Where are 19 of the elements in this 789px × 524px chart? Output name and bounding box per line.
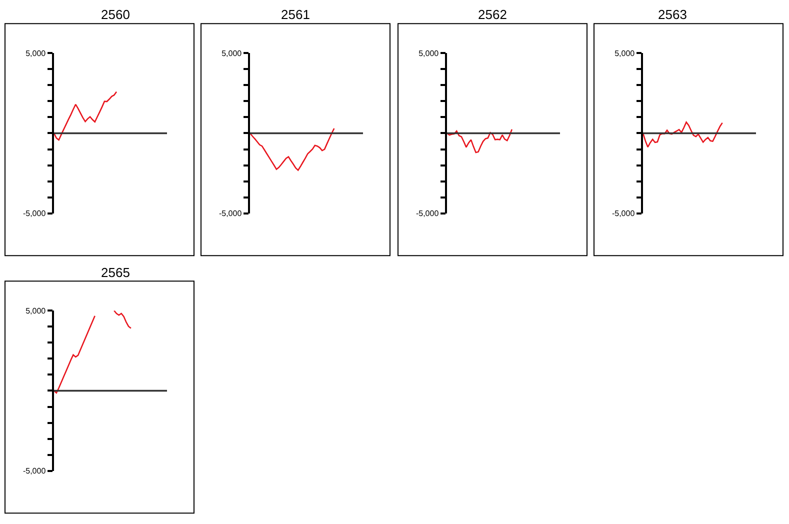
y-tick-label: -5,000 xyxy=(22,209,46,218)
line-series xyxy=(54,91,118,141)
y-tick-label: 5,000 xyxy=(222,48,242,58)
y-tick-label: 5,000 xyxy=(418,48,440,58)
chart-title: 2561 xyxy=(281,7,310,22)
y-tick-label: 5,000 xyxy=(26,48,46,58)
y-tick-label: 5,000 xyxy=(26,306,46,316)
y-tick-label: -5,000 xyxy=(612,209,636,218)
y-tick-label: -5,000 xyxy=(22,466,46,476)
chart-title: 2562 xyxy=(478,7,507,22)
line-series xyxy=(250,128,335,171)
line-series xyxy=(643,122,723,148)
chart-title: 2560 xyxy=(101,7,130,22)
y-tick-label: -5,000 xyxy=(416,209,440,218)
y-tick-label: 5,000 xyxy=(614,48,636,58)
line-series xyxy=(447,128,513,154)
y-tick-label: -5,000 xyxy=(218,209,242,218)
chart-title: 2563 xyxy=(658,7,687,22)
chart-title: 2565 xyxy=(101,265,130,280)
